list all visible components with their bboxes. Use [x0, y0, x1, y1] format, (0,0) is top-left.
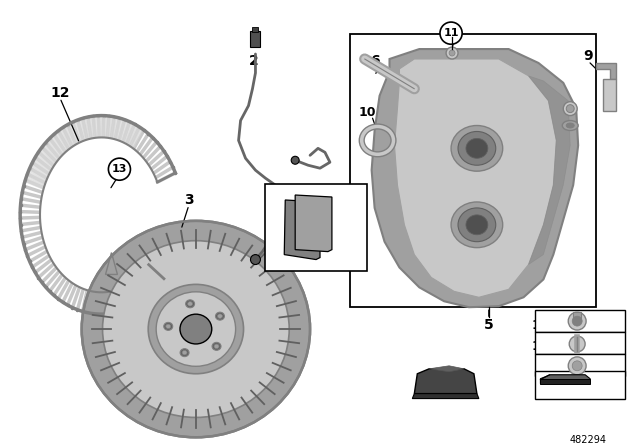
Ellipse shape [166, 324, 171, 328]
Text: 8: 8 [552, 102, 561, 115]
Circle shape [449, 50, 455, 56]
Polygon shape [372, 49, 578, 307]
FancyBboxPatch shape [536, 371, 625, 399]
Polygon shape [529, 76, 570, 264]
Circle shape [568, 357, 586, 375]
Polygon shape [414, 369, 477, 394]
Circle shape [250, 254, 260, 264]
Polygon shape [394, 59, 556, 297]
Text: 6: 6 [370, 54, 380, 68]
Ellipse shape [218, 314, 223, 319]
Circle shape [572, 316, 582, 326]
Text: 13: 13 [532, 319, 549, 332]
Ellipse shape [82, 221, 310, 437]
FancyBboxPatch shape [536, 354, 625, 376]
Bar [540, 379, 590, 383]
Text: 11: 11 [532, 340, 549, 353]
FancyBboxPatch shape [350, 34, 596, 307]
Ellipse shape [102, 241, 289, 418]
Circle shape [572, 361, 582, 371]
Ellipse shape [466, 138, 488, 158]
Text: 10: 10 [359, 106, 376, 119]
FancyBboxPatch shape [536, 332, 625, 354]
FancyBboxPatch shape [536, 310, 625, 332]
Ellipse shape [156, 292, 236, 366]
Text: 1: 1 [300, 215, 310, 229]
Text: 5: 5 [484, 318, 493, 332]
Polygon shape [284, 200, 320, 259]
Text: 7: 7 [557, 124, 566, 137]
Polygon shape [596, 63, 616, 79]
Circle shape [291, 156, 299, 164]
Ellipse shape [566, 123, 574, 128]
Ellipse shape [563, 121, 578, 130]
Ellipse shape [458, 131, 496, 165]
Ellipse shape [216, 312, 225, 320]
Circle shape [563, 102, 577, 116]
Circle shape [568, 312, 586, 330]
Polygon shape [106, 253, 117, 275]
Text: 3: 3 [184, 193, 194, 207]
Text: 4: 4 [239, 372, 248, 382]
Text: 12: 12 [50, 86, 70, 100]
FancyBboxPatch shape [266, 184, 367, 271]
Text: 14: 14 [431, 368, 448, 381]
Bar [573, 312, 581, 321]
Polygon shape [295, 195, 332, 252]
Ellipse shape [148, 284, 244, 374]
Text: 4: 4 [536, 362, 545, 375]
Bar [252, 27, 259, 32]
Polygon shape [603, 79, 616, 111]
Ellipse shape [451, 125, 502, 171]
Ellipse shape [466, 215, 488, 235]
Polygon shape [429, 366, 464, 372]
Ellipse shape [180, 349, 189, 357]
Text: 9: 9 [583, 49, 593, 63]
Text: 13: 13 [112, 164, 127, 174]
Ellipse shape [186, 300, 195, 308]
Ellipse shape [182, 350, 187, 355]
Circle shape [446, 47, 458, 59]
Ellipse shape [212, 342, 221, 350]
Polygon shape [412, 394, 479, 399]
Text: 482294: 482294 [570, 435, 607, 445]
Ellipse shape [451, 202, 502, 248]
Ellipse shape [164, 323, 173, 330]
Ellipse shape [180, 314, 212, 344]
Circle shape [569, 336, 585, 352]
Ellipse shape [458, 208, 496, 241]
Ellipse shape [214, 344, 219, 349]
Bar [250, 31, 260, 47]
Ellipse shape [188, 302, 193, 306]
Text: 2: 2 [248, 54, 259, 68]
Circle shape [566, 105, 574, 112]
Text: 11: 11 [444, 28, 459, 38]
Polygon shape [540, 375, 590, 383]
